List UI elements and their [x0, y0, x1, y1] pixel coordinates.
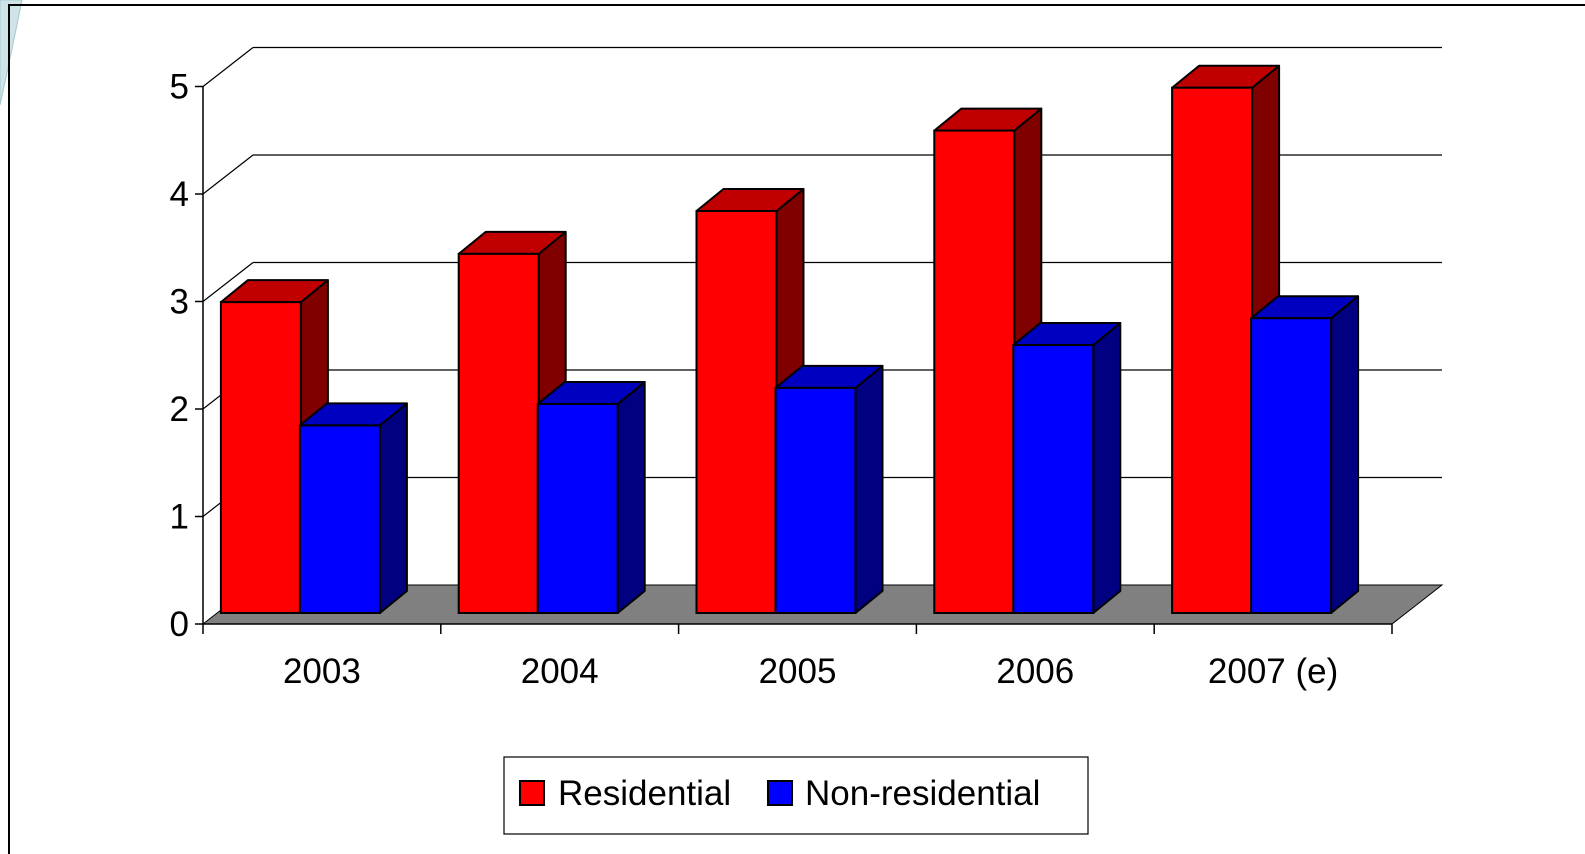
- bar-non-residential: [536, 380, 646, 614]
- chart-frame: [8, 4, 1585, 854]
- bar-front: [457, 252, 540, 614]
- legend-label: Residential: [558, 774, 731, 813]
- gridline-wall: [202, 262, 254, 302]
- bar-front: [695, 210, 778, 614]
- x-tick-label: 2007 (e): [1208, 652, 1338, 691]
- bar-side: [1330, 295, 1360, 614]
- bar-front: [219, 301, 302, 614]
- bar-side: [378, 402, 408, 614]
- y-tick-label: 1: [170, 498, 189, 537]
- y-tick-label: 4: [170, 175, 189, 214]
- y-tick-label: 5: [170, 68, 189, 107]
- y-tick-label: 3: [170, 283, 189, 322]
- legend: Residential Non-residential: [503, 756, 1089, 835]
- bar-non-residential: [774, 364, 884, 614]
- bar-front: [933, 129, 1016, 614]
- bar-non-residential: [1250, 295, 1360, 614]
- x-tick-label: 2003: [283, 652, 361, 691]
- bars: [219, 64, 1360, 615]
- axes: [195, 85, 1393, 634]
- bar-front: [1012, 344, 1095, 614]
- bar-front: [1250, 317, 1333, 614]
- gridline-wall: [202, 154, 254, 195]
- bar-side: [1092, 322, 1122, 614]
- x-tick-label: 2006: [996, 652, 1074, 691]
- bar-side: [616, 380, 646, 614]
- x-tick-label: 2005: [759, 652, 837, 691]
- bar-front: [536, 402, 619, 614]
- bar-front: [774, 386, 857, 614]
- bar-side: [854, 364, 884, 614]
- legend-box: [503, 756, 1089, 835]
- x-tick-label: 2004: [521, 652, 599, 691]
- gridline-wall: [202, 47, 254, 87]
- corner-accent-curve: [0, 0, 23, 106]
- bar-front: [298, 424, 381, 614]
- bar-non-residential: [298, 402, 408, 614]
- legend-label: Non-residential: [805, 774, 1040, 813]
- legend-swatch: [767, 780, 793, 806]
- legend-swatch: [519, 780, 545, 806]
- bar-non-residential: [1012, 322, 1122, 614]
- y-tick-label: 0: [170, 605, 189, 644]
- bar-front: [1171, 86, 1254, 615]
- y-tick-label: 2: [170, 390, 189, 429]
- tick-labels: 0 1 2 3 4 5 2003 2004 2005 2006 2007 (e): [170, 68, 1339, 692]
